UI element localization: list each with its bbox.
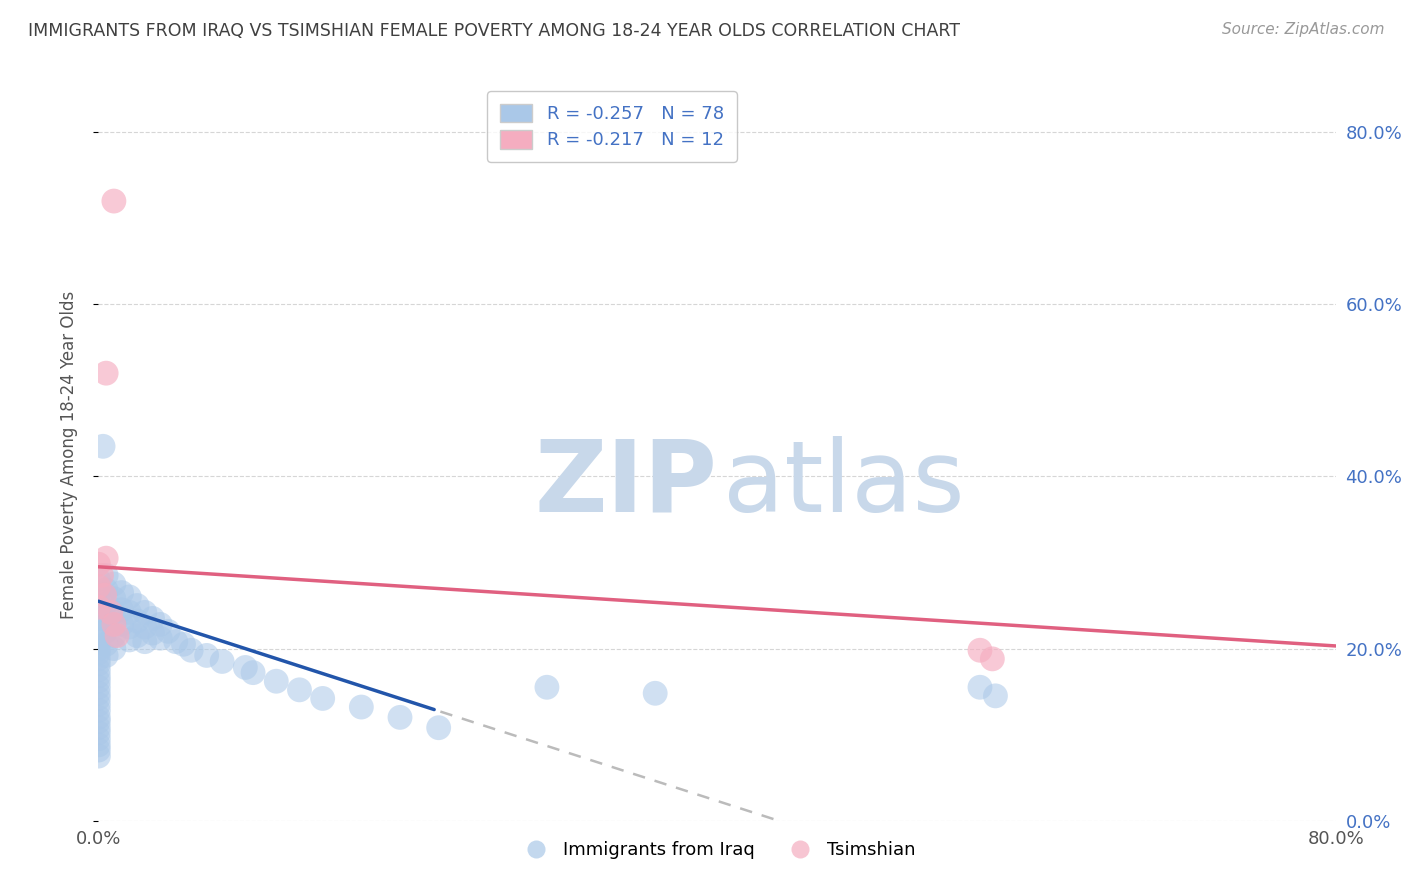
Point	[142, 626, 165, 640]
Point	[149, 631, 172, 645]
Point	[96, 568, 118, 582]
Point	[87, 611, 110, 625]
Point	[103, 606, 125, 620]
Point	[96, 611, 118, 625]
Point	[87, 704, 110, 718]
Legend: Immigrants from Iraq, Tsimshian: Immigrants from Iraq, Tsimshian	[510, 834, 924, 866]
Point	[103, 617, 125, 632]
Point	[87, 663, 110, 677]
Point	[96, 648, 118, 663]
Point	[103, 617, 125, 632]
Point	[118, 590, 141, 604]
Point	[969, 643, 991, 657]
Point	[87, 646, 110, 660]
Point	[118, 632, 141, 647]
Point	[134, 620, 156, 634]
Point	[87, 710, 110, 724]
Point	[127, 614, 149, 628]
Point	[87, 738, 110, 752]
Point	[165, 634, 187, 648]
Point	[127, 629, 149, 643]
Point	[427, 721, 450, 735]
Point	[87, 620, 110, 634]
Point	[111, 617, 134, 632]
Point	[127, 599, 149, 613]
Point	[87, 721, 110, 735]
Point	[96, 551, 118, 566]
Point	[93, 588, 115, 602]
Point	[388, 710, 412, 724]
Point	[96, 597, 118, 611]
Point	[87, 749, 110, 764]
Point	[118, 620, 141, 634]
Point	[87, 686, 110, 700]
Point	[105, 629, 128, 643]
Point	[87, 594, 110, 608]
Point	[96, 582, 118, 597]
Point	[90, 568, 112, 582]
Point	[118, 606, 141, 620]
Point	[981, 652, 1004, 666]
Point	[87, 726, 110, 740]
Point	[87, 674, 110, 689]
Text: Source: ZipAtlas.com: Source: ZipAtlas.com	[1222, 22, 1385, 37]
Point	[149, 617, 172, 632]
Text: IMMIGRANTS FROM IRAQ VS TSIMSHIAN FEMALE POVERTY AMONG 18-24 YEAR OLDS CORRELATI: IMMIGRANTS FROM IRAQ VS TSIMSHIAN FEMALE…	[28, 22, 960, 40]
Point	[100, 606, 122, 620]
Point	[235, 660, 257, 674]
Point	[87, 669, 110, 683]
Point	[134, 634, 156, 648]
Point	[87, 652, 110, 666]
Point	[87, 698, 110, 712]
Point	[87, 731, 110, 746]
Point	[103, 629, 125, 643]
Point	[111, 603, 134, 617]
Point	[96, 366, 118, 380]
Point	[969, 680, 991, 694]
Text: ZIP: ZIP	[534, 435, 717, 533]
Point	[103, 577, 125, 591]
Point	[96, 637, 118, 651]
Point	[91, 439, 114, 453]
Point	[87, 691, 110, 706]
Point	[211, 655, 233, 669]
Point	[87, 626, 110, 640]
Point	[312, 691, 335, 706]
Point	[288, 682, 311, 697]
Point	[87, 558, 110, 572]
Point	[142, 611, 165, 625]
Point	[87, 632, 110, 647]
Text: atlas: atlas	[723, 435, 965, 533]
Point	[157, 624, 180, 639]
Point	[180, 643, 202, 657]
Point	[87, 680, 110, 694]
Point	[242, 665, 264, 680]
Point	[87, 714, 110, 729]
Point	[87, 573, 110, 587]
Point	[111, 585, 134, 599]
Point	[87, 603, 110, 617]
Point	[87, 657, 110, 671]
Point	[173, 637, 195, 651]
Point	[536, 680, 558, 694]
Point	[103, 591, 125, 606]
Point	[96, 624, 118, 639]
Point	[350, 700, 373, 714]
Point	[644, 686, 666, 700]
Point	[134, 606, 156, 620]
Point	[103, 194, 125, 208]
Point	[87, 585, 110, 599]
Point	[87, 743, 110, 757]
Point	[195, 648, 218, 663]
Point	[87, 600, 110, 615]
Point	[87, 641, 110, 656]
Point	[103, 641, 125, 656]
Point	[984, 689, 1007, 703]
Y-axis label: Female Poverty Among 18-24 Year Olds: Female Poverty Among 18-24 Year Olds	[59, 291, 77, 619]
Point	[266, 674, 288, 689]
Point	[87, 580, 110, 594]
